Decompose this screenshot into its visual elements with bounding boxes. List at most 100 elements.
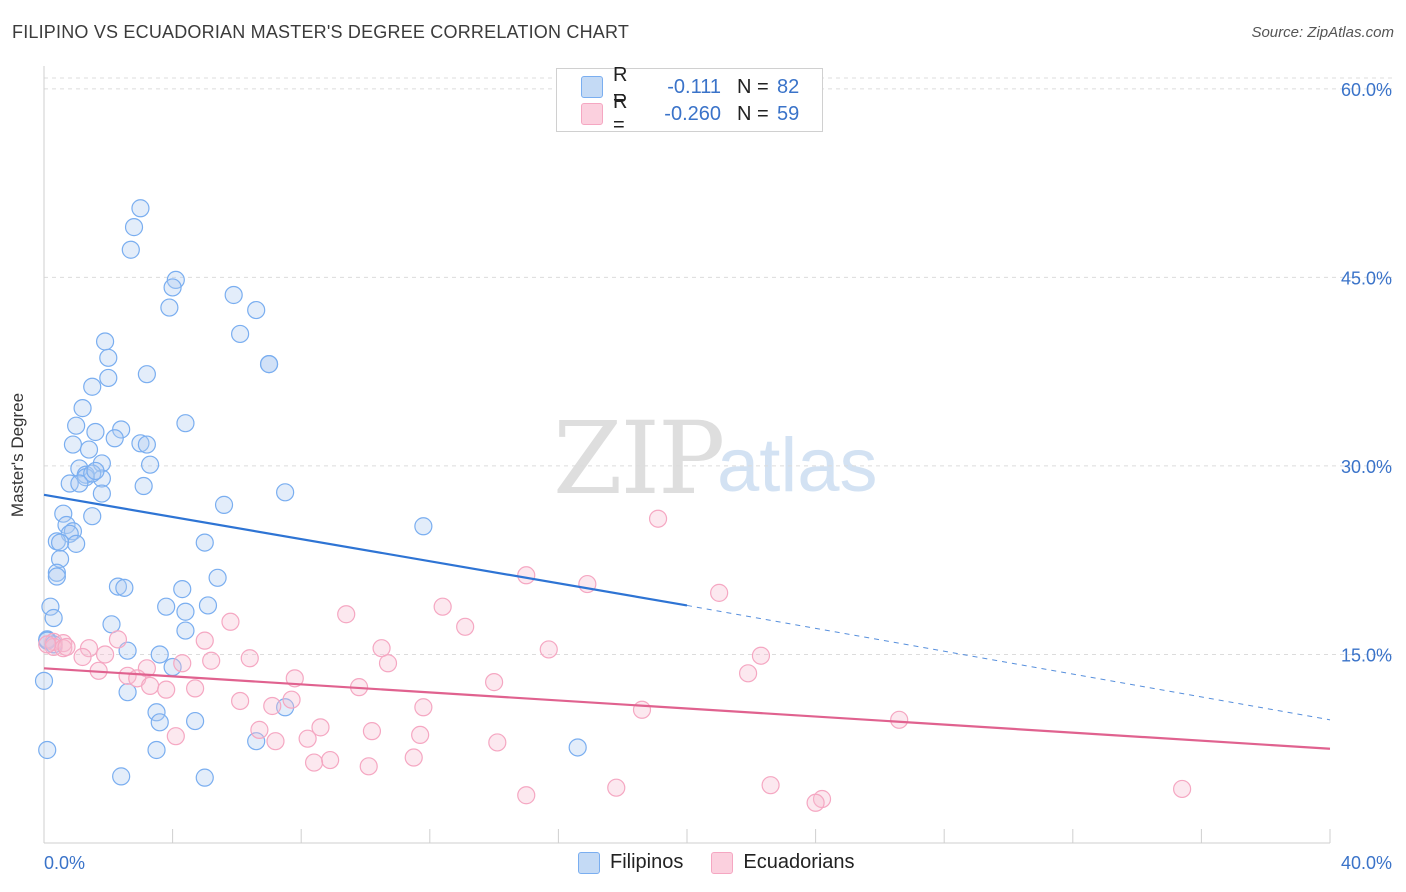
ecuadorian-point — [890, 710, 909, 729]
ecuadorian-point — [485, 673, 504, 692]
ecuadorian-point — [285, 669, 304, 688]
filipino-point — [176, 414, 195, 433]
ecuadorian-point — [710, 583, 729, 602]
ecuadorian-point — [761, 776, 780, 795]
filipino-point — [208, 568, 227, 587]
ecuadorian-point — [221, 612, 240, 631]
ecuadorian-point — [240, 649, 259, 668]
y-tick-label: 15.0% — [1341, 645, 1392, 665]
tick-label-layer: 15.0% 30.0% 45.0% 60.0% 0.0% 40.0% — [44, 80, 1392, 873]
filipino-point — [276, 698, 295, 717]
legend-r-value: -0.111 — [667, 75, 721, 98]
grid-layer — [44, 77, 1392, 655]
ecuadorian-point — [337, 605, 356, 624]
trend-layer — [43, 493, 1331, 750]
filipino-point — [176, 602, 195, 621]
ecuadorian-point — [751, 646, 771, 665]
legend-label-filipinos: Filipinos — [610, 851, 684, 873]
source-label: Source: ZipAtlas.com — [1251, 24, 1394, 41]
ecuadorian-point — [263, 696, 282, 716]
ecuadorian-point — [488, 733, 507, 752]
ecuadorian-point — [186, 679, 205, 698]
filipino-point — [79, 440, 99, 459]
ecuadorian-point — [517, 566, 536, 585]
ecuadorian-point — [250, 720, 269, 739]
legend-n-value: 59 — [777, 102, 800, 125]
ecuadorian-point — [157, 680, 176, 699]
filipino-point — [137, 435, 156, 454]
ecuadorian-point — [195, 631, 214, 650]
ecuadorian-point — [202, 651, 221, 670]
ecuadorians-trend-line — [43, 667, 1331, 750]
ecuadorian-point — [539, 640, 558, 659]
filipino-point — [108, 577, 128, 596]
filipino-point — [247, 732, 266, 751]
ecuadorian-point — [231, 691, 250, 711]
ecuadorian-point — [632, 700, 652, 719]
filipinos-points — [34, 199, 587, 787]
filipino-point — [44, 608, 63, 628]
ecuadorian-point — [38, 635, 57, 654]
filipino-point — [173, 580, 192, 599]
filipino-point — [112, 767, 131, 786]
filipino-point — [247, 300, 266, 320]
filipino-point — [38, 740, 57, 760]
ecuadorian-point — [1173, 779, 1192, 799]
legend-n-label: N = — [737, 102, 769, 125]
filipino-point — [147, 740, 166, 760]
filipino-point — [86, 422, 105, 442]
legend-swatch-ecuadorians — [581, 103, 603, 125]
filipino-point — [83, 464, 102, 483]
ecuadorian-point — [404, 748, 423, 767]
filipino-point — [50, 549, 70, 569]
legend-label-ecuadorians: Ecuadorians — [743, 851, 855, 873]
ecuadorian-point — [517, 786, 536, 805]
filipino-point — [150, 713, 169, 732]
filipino-point — [73, 399, 92, 418]
filipino-point — [137, 365, 156, 384]
ecuadorian-point — [321, 750, 340, 770]
filipino-point — [176, 621, 195, 640]
filipino-point — [102, 615, 121, 634]
ecuadorian-point — [304, 753, 324, 772]
filipino-point — [134, 476, 153, 496]
legend-item-filipinos[interactable]: Filipinos — [578, 851, 683, 874]
legend-item-ecuadorians[interactable]: Ecuadorians — [711, 851, 855, 874]
ecuadorian-point — [311, 718, 330, 737]
filipino-point — [157, 597, 176, 616]
ecuadorian-point — [298, 729, 317, 748]
filipino-point — [224, 285, 243, 305]
filipino-point — [198, 596, 218, 615]
filipino-point — [131, 199, 150, 218]
filipino-point — [163, 278, 182, 297]
filipino-point — [86, 461, 105, 481]
legend-row-filipinos: R = -0.111 N = 82 — [581, 64, 800, 109]
filipino-point — [414, 517, 433, 536]
filipinos-trend-line — [43, 493, 688, 607]
ecuadorian-point — [140, 676, 160, 695]
filipino-point — [99, 368, 118, 388]
ecuadorian-point — [378, 654, 398, 673]
filipino-point — [115, 578, 134, 597]
filipino-point — [41, 597, 60, 616]
filipino-point — [63, 435, 83, 454]
filipino-point — [92, 469, 111, 488]
ecuadorian-point — [414, 698, 433, 717]
legend-n-value: 82 — [777, 75, 800, 98]
filipino-point — [276, 483, 295, 502]
ecuadorian-point — [607, 778, 626, 797]
ecuadorian-point — [806, 793, 825, 812]
filipino-point — [70, 474, 89, 493]
filipino-point — [67, 416, 86, 435]
watermark-zip: ZIP — [553, 400, 725, 517]
ecuadorian-point — [362, 722, 382, 741]
filipino-point — [195, 768, 214, 787]
ecuadorian-point — [173, 654, 192, 673]
filipino-point — [95, 332, 115, 351]
ecuadorians-points — [38, 509, 1192, 812]
filipino-point — [186, 711, 205, 731]
x-tick-label: 40.0% — [1341, 853, 1392, 873]
legend-r-label: R = — [613, 64, 628, 109]
ecuadorian-point — [266, 732, 285, 751]
filipino-point — [60, 474, 79, 493]
